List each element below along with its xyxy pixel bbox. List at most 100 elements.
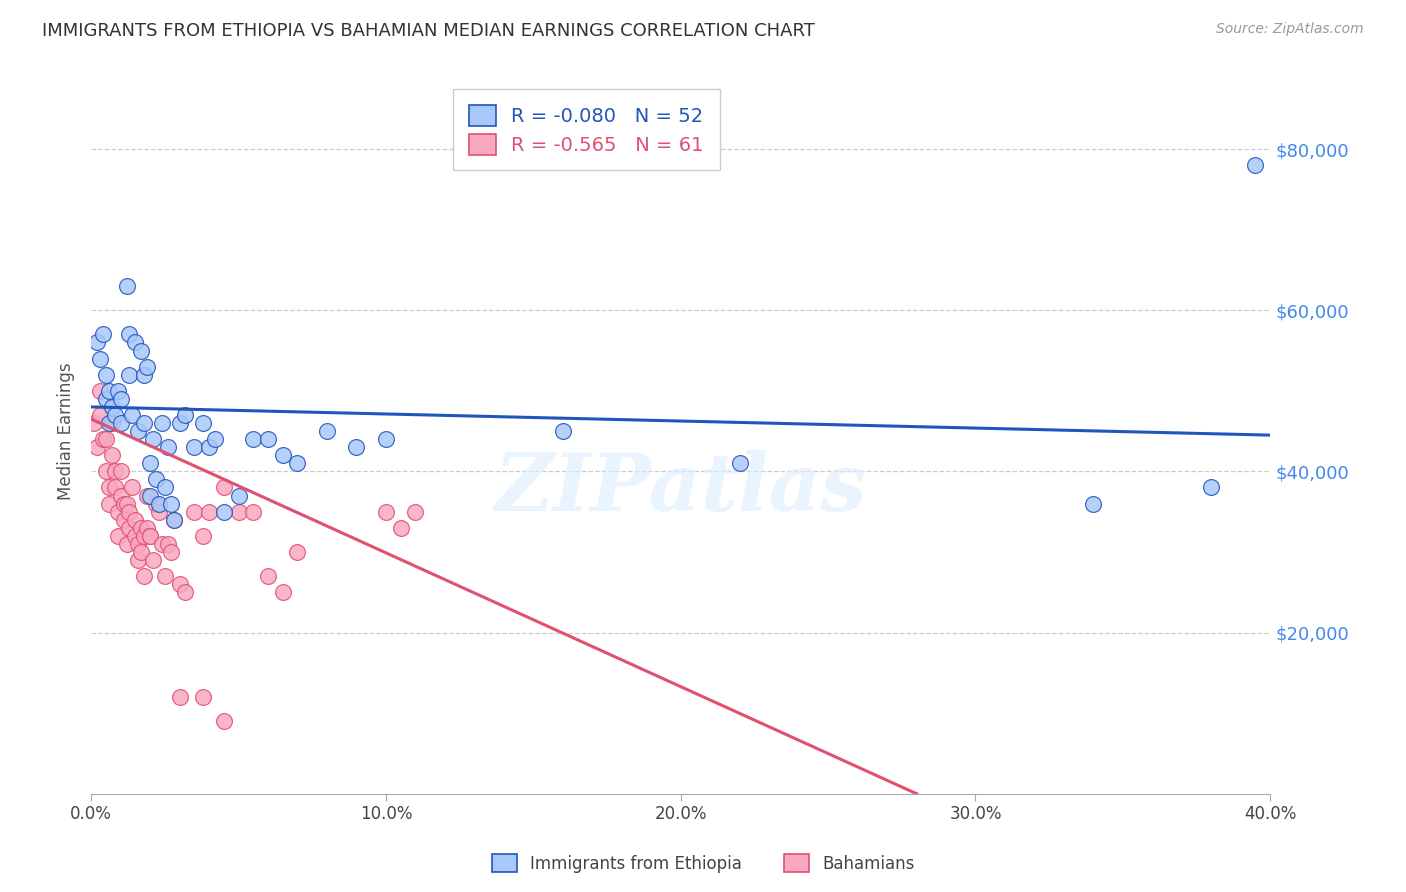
Point (91, 432, 114, 446)
Point (112, 497, 135, 511)
Point (159, 545, 181, 559)
Point (287, 456, 309, 470)
Point (115, 537, 138, 551)
Point (142, 432, 165, 446)
Point (198, 505, 221, 519)
Point (83, 416, 105, 430)
Point (124, 335, 146, 350)
Point (107, 529, 129, 543)
Point (107, 505, 129, 519)
Point (159, 497, 181, 511)
Point (316, 424, 339, 438)
Point (139, 456, 162, 470)
Point (118, 368, 141, 382)
Point (145, 497, 167, 511)
Point (191, 690, 214, 704)
Point (1199, 481, 1222, 495)
Point (104, 464, 127, 478)
Point (257, 432, 280, 446)
Point (271, 448, 294, 462)
Point (127, 537, 149, 551)
Point (129, 343, 152, 358)
Point (191, 529, 214, 543)
Point (174, 585, 197, 599)
Point (156, 537, 179, 551)
Point (110, 416, 132, 430)
Point (212, 481, 235, 495)
Point (169, 690, 191, 704)
Point (228, 489, 250, 503)
Point (110, 489, 132, 503)
Point (136, 359, 159, 374)
Point (97, 384, 120, 398)
Point (94, 392, 117, 406)
Point (129, 521, 152, 535)
Point (112, 513, 135, 527)
Point (86, 440, 108, 454)
Point (89, 408, 111, 422)
Legend: Immigrants from Ethiopia, Bahamians: Immigrants from Ethiopia, Bahamians (485, 847, 921, 880)
Point (148, 505, 170, 519)
Point (86, 335, 108, 350)
Point (97, 416, 120, 430)
Point (1083, 497, 1105, 511)
Point (183, 505, 205, 519)
Point (153, 481, 176, 495)
Point (129, 545, 152, 559)
Point (346, 440, 368, 454)
Point (101, 448, 124, 462)
Point (389, 521, 412, 535)
Point (198, 440, 221, 454)
Point (271, 585, 294, 599)
Point (94, 368, 117, 382)
Point (374, 505, 396, 519)
Point (136, 521, 159, 535)
Point (204, 432, 226, 446)
Point (118, 505, 141, 519)
Point (134, 416, 156, 430)
Point (97, 497, 120, 511)
Point (121, 481, 143, 495)
Text: Source: ZipAtlas.com: Source: ZipAtlas.com (1216, 22, 1364, 37)
Point (153, 569, 176, 583)
Point (728, 456, 751, 470)
Point (118, 327, 141, 342)
Point (124, 513, 146, 527)
Point (163, 513, 186, 527)
Point (287, 545, 309, 559)
Point (150, 537, 173, 551)
Point (156, 440, 179, 454)
Point (139, 529, 162, 543)
Point (134, 368, 156, 382)
Point (91, 327, 114, 342)
Point (136, 489, 159, 503)
Point (121, 408, 143, 422)
Legend: R = -0.080   N = 52, R = -0.565   N = 61: R = -0.080 N = 52, R = -0.565 N = 61 (453, 89, 720, 170)
Point (1244, 158, 1267, 172)
Point (124, 529, 146, 543)
Text: IMMIGRANTS FROM ETHIOPIA VS BAHAMIAN MEDIAN EARNINGS CORRELATION CHART: IMMIGRANTS FROM ETHIOPIA VS BAHAMIAN MED… (42, 22, 815, 40)
Point (257, 569, 280, 583)
Point (183, 440, 205, 454)
Point (104, 481, 127, 495)
Point (97, 481, 120, 495)
Point (134, 529, 156, 543)
Point (404, 505, 426, 519)
Point (174, 408, 197, 422)
Point (134, 569, 156, 583)
Point (163, 513, 186, 527)
Point (94, 432, 117, 446)
Point (127, 553, 149, 567)
Point (118, 521, 141, 535)
Text: ZIPatlas: ZIPatlas (495, 450, 866, 528)
Point (374, 432, 396, 446)
Point (242, 505, 264, 519)
Point (169, 577, 191, 591)
Point (242, 432, 264, 446)
Point (115, 497, 138, 511)
Point (212, 714, 235, 728)
Point (101, 416, 124, 430)
Point (212, 505, 235, 519)
Point (228, 505, 250, 519)
Point (94, 464, 117, 478)
